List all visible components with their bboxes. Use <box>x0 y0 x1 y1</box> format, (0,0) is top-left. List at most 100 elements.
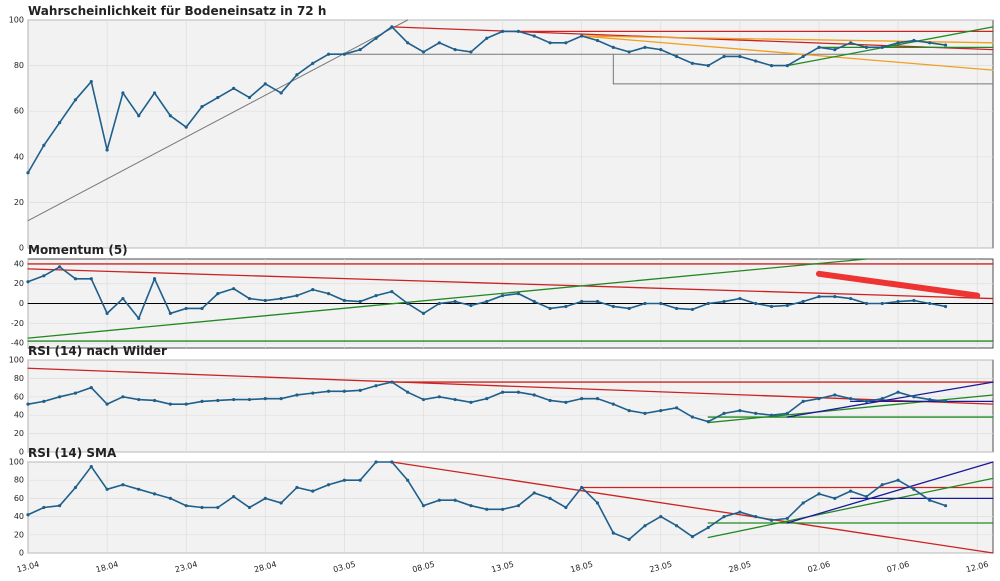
chart-title: RSI (14) SMA <box>28 446 117 460</box>
data-point <box>358 478 362 482</box>
data-point <box>785 411 789 415</box>
trend-line <box>707 394 994 424</box>
trend-line <box>786 26 994 67</box>
data-point <box>532 491 536 495</box>
data-point <box>785 64 789 68</box>
chart-title: Momentum (5) <box>28 243 128 257</box>
data-point <box>263 496 267 500</box>
data-point <box>406 390 410 394</box>
data-point <box>611 402 615 406</box>
data-point <box>943 399 948 403</box>
data-point <box>152 492 157 496</box>
y-tick-label: 20 <box>14 530 24 539</box>
data-point <box>817 492 821 496</box>
data-point <box>880 301 884 306</box>
data-point <box>706 525 710 530</box>
data-point <box>722 299 726 304</box>
data-point <box>769 413 774 417</box>
data-point <box>437 301 441 306</box>
data-point <box>611 45 615 49</box>
data-point <box>358 299 362 304</box>
data-point <box>643 301 647 306</box>
data-point <box>690 415 695 419</box>
data-point <box>453 397 457 402</box>
data-point <box>817 397 821 401</box>
data-point <box>374 36 378 40</box>
y-tick-label: 80 <box>14 476 24 485</box>
data-point <box>121 483 125 487</box>
data-point <box>485 299 489 304</box>
data-point <box>754 515 758 519</box>
data-point <box>216 95 220 100</box>
trend-line <box>707 477 994 539</box>
data-point <box>706 64 710 68</box>
data-point <box>564 304 568 309</box>
data-point <box>232 86 236 90</box>
data-point <box>374 384 378 388</box>
data-point <box>595 299 600 304</box>
data-point <box>833 48 837 52</box>
data-point <box>722 411 726 415</box>
data-point <box>722 54 726 59</box>
plot-area <box>27 359 994 453</box>
data-point <box>73 277 78 281</box>
data-point <box>690 61 695 65</box>
data-point <box>659 515 663 519</box>
x-tick-label: 18.05 <box>569 560 593 575</box>
data-point <box>896 299 900 304</box>
data-point <box>73 391 78 395</box>
data-point <box>89 386 93 390</box>
data-point <box>595 38 600 43</box>
data-point <box>485 36 489 40</box>
data-point <box>769 64 774 68</box>
y-tick-label: 100 <box>9 16 24 25</box>
data-point <box>643 411 647 415</box>
data-point <box>200 306 204 311</box>
data-point <box>485 397 489 401</box>
data-point <box>326 483 331 487</box>
data-point <box>421 504 426 508</box>
data-point <box>58 504 62 508</box>
data-point <box>928 397 932 402</box>
data-point <box>738 510 742 514</box>
data-point <box>469 400 473 404</box>
data-point <box>580 397 584 401</box>
trend-line <box>786 461 994 524</box>
data-point <box>390 460 394 464</box>
data-point <box>500 29 505 33</box>
data-point <box>738 409 742 413</box>
data-point <box>295 393 299 397</box>
data-point <box>516 292 521 296</box>
data-point <box>437 498 441 502</box>
data-point <box>89 79 93 84</box>
data-point <box>152 277 157 281</box>
data-point <box>627 50 631 54</box>
data-point <box>390 25 394 29</box>
data-point <box>659 409 663 413</box>
data-point <box>896 41 900 45</box>
data-point <box>311 61 315 65</box>
data-point <box>184 306 188 311</box>
data-point <box>326 52 331 56</box>
data-point <box>295 293 299 298</box>
data-point <box>42 274 46 278</box>
data-point <box>421 397 426 402</box>
data-point <box>516 390 521 394</box>
data-point <box>659 48 663 52</box>
data-point <box>232 494 236 499</box>
data-point <box>516 504 521 508</box>
data-point <box>785 516 789 521</box>
data-point <box>801 501 805 505</box>
trend-line <box>27 268 994 300</box>
data-point <box>168 311 172 315</box>
data-point <box>659 301 663 306</box>
data-point <box>279 397 283 401</box>
y-tick-label: 60 <box>14 392 24 401</box>
data-point <box>943 304 948 309</box>
plot-area <box>27 19 994 249</box>
data-point <box>184 402 188 406</box>
data-point <box>548 41 552 45</box>
data-point <box>453 299 457 304</box>
data-point <box>342 52 346 56</box>
data-point <box>548 306 552 311</box>
